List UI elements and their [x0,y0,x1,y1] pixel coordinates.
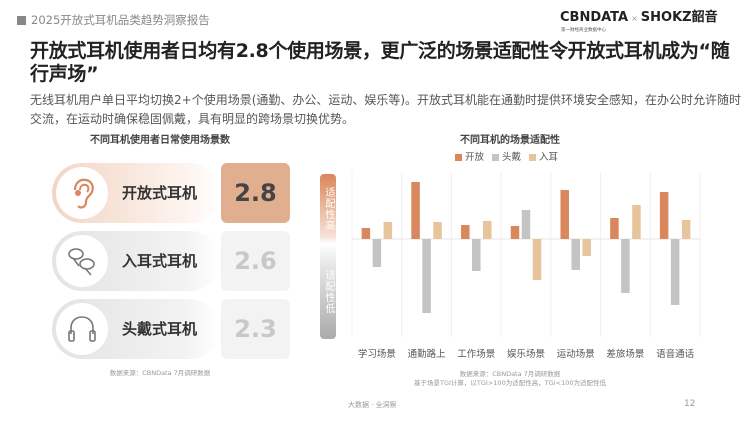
legend-label: 入耳 [539,152,559,163]
chart-source-line: 数据来源：CBNData 7月调研数据 [459,370,561,378]
usage-row-in-ear: 入耳式耳机 2.6 [52,231,292,291]
legend-item: 头戴 [492,152,521,163]
bar-头戴-学习场景 [372,239,382,267]
ear-icon [56,167,108,219]
bar-头戴-娱乐场景 [521,210,531,239]
header-marker [17,16,26,25]
row-label: 头戴式耳机 [122,320,198,338]
x-tick-label: 工作场景 [457,348,495,360]
bar-头戴-差旅场景 [621,239,630,293]
y-label-high: 适配性高 [320,174,336,244]
cbndata-logo: CBNDATA [560,10,629,25]
footer-slogan: 大数据 · 全洞察 [348,401,397,409]
chart-source: 数据来源：CBNData 7月调研数据 基于场景TGI计算，以TGI>100为适配… [320,370,700,388]
x-tick-label: 语音通话 [656,348,695,360]
row-label: 入耳式耳机 [122,252,198,270]
page-description: 无线耳机用户单日平均切换2+个使用场景(通勤、办公、运动、娱乐等)。开放式耳机能… [30,93,742,126]
bar-头戴-语音通话 [670,239,680,305]
shokz-logo: SHOKZ韶音 [640,10,718,25]
legend-label: 开放 [465,152,485,163]
legend-swatch [529,154,537,161]
chart-title: 不同耳机的场景适配性 [460,135,560,146]
usage-row-open: 开放式耳机 2.8 [52,163,292,223]
logo-separator: × [631,14,638,23]
page-title: 开放式耳机使用者日均有2.8个使用场景，更广泛的场景适配性令开放式耳机成为“随行… [30,40,730,85]
legend-item: 入耳 [529,152,558,163]
content-flow: 开放式耳机使用者日均有2.8个使用场景，更广泛的场景适配性令开放式耳机成为“随行… [0,40,750,390]
brand-logo: CBNDATA × SHOKZ韶音 [560,10,718,26]
x-tick-label: 娱乐场景 [507,348,545,360]
legend-swatch [455,154,462,161]
bar-入耳-工作场景 [483,221,492,239]
bar-入耳-通勤路上 [433,222,442,239]
bar-开放-语音通话 [659,192,669,239]
row-label: 开放式耳机 [122,184,198,202]
left-source: 数据来源：CBNData 7月调研数据 [109,369,211,377]
legend-swatch [492,154,500,161]
bar-chart: 学习场景 通勤路上 工作场景 娱乐场景 运动场景 差旅场景 语音通话 [351,172,701,360]
bar-入耳-语音通话 [681,220,691,239]
bar-开放-学习场景 [361,228,371,239]
bar-入耳-运动场景 [582,239,591,256]
bar-入耳-差旅场景 [632,205,641,239]
bar-开放-工作场景 [461,225,470,239]
bar-开放-娱乐场景 [510,226,520,239]
content-body: 不同耳机使用者日常使用场景数 开放式耳机 2.8 入耳式耳机 2.6 头戴式耳机… [0,135,750,390]
bar-开放-通勤路上 [411,182,420,239]
x-tick-label: 通勤路上 [408,348,447,360]
report-title: 2025开放式耳机品类趋势洞察报告 [31,13,210,27]
row-value: 2.3 [221,299,290,359]
bar-头戴-运动场景 [571,239,580,270]
logo-subtitle: 第一财经商业数据中心 [561,28,606,33]
usage-row-headphones: 头戴式耳机 2.3 [52,299,292,359]
y-label-low: 适配性低 [320,244,336,339]
bar-入耳-娱乐场景 [532,239,542,280]
bar-开放-运动场景 [560,190,569,239]
x-tick-label: 运动场景 [557,349,595,360]
legend-label: 头戴 [502,152,522,163]
bar-入耳-学习场景 [383,222,393,239]
legend-item: 开放 [455,152,484,163]
row-value: 2.8 [221,163,290,223]
page-number: 12 [684,399,696,409]
earbuds-icon [56,235,108,287]
left-panel-title: 不同耳机使用者日常使用场景数 [90,135,230,146]
x-tick-label: 差旅场景 [606,348,644,360]
bar-头戴-通勤路上 [422,239,431,313]
x-tick-label: 学习场景 [358,348,396,360]
chart-legend: 开放 头戴 入耳 [455,152,558,163]
bar-头戴-工作场景 [472,239,481,271]
chart-source-note: 基于场景TGI计算，以TGI>100为适配性高，TGI<100为适配性低 [414,379,606,387]
headphones-icon [56,303,108,355]
row-value: 2.6 [221,231,290,291]
bar-开放-差旅场景 [610,218,619,239]
